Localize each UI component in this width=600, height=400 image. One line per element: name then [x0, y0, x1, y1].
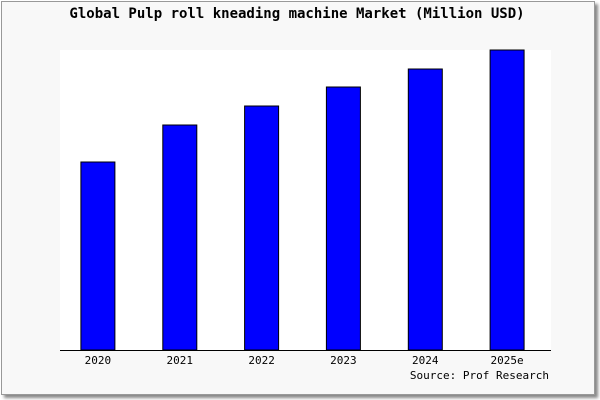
chart-title: Global Pulp roll kneading machine Market…	[69, 6, 525, 22]
bar-2020	[80, 161, 116, 351]
bar-2022	[244, 105, 280, 351]
plot-area	[60, 50, 551, 350]
bar-2023	[325, 86, 361, 351]
bar-2024	[407, 68, 443, 351]
x-tick-label: 2023	[330, 354, 357, 367]
x-tick-label: 2021	[167, 354, 194, 367]
bar-2025e	[489, 49, 525, 351]
x-tick-label: 2022	[248, 354, 275, 367]
x-tick-label: 2024	[412, 354, 439, 367]
x-tick-label: 2020	[85, 354, 112, 367]
x-tick-label: 2025e	[491, 354, 524, 367]
source-note: Source: Prof Research	[410, 369, 549, 382]
bar-2021	[162, 124, 198, 351]
